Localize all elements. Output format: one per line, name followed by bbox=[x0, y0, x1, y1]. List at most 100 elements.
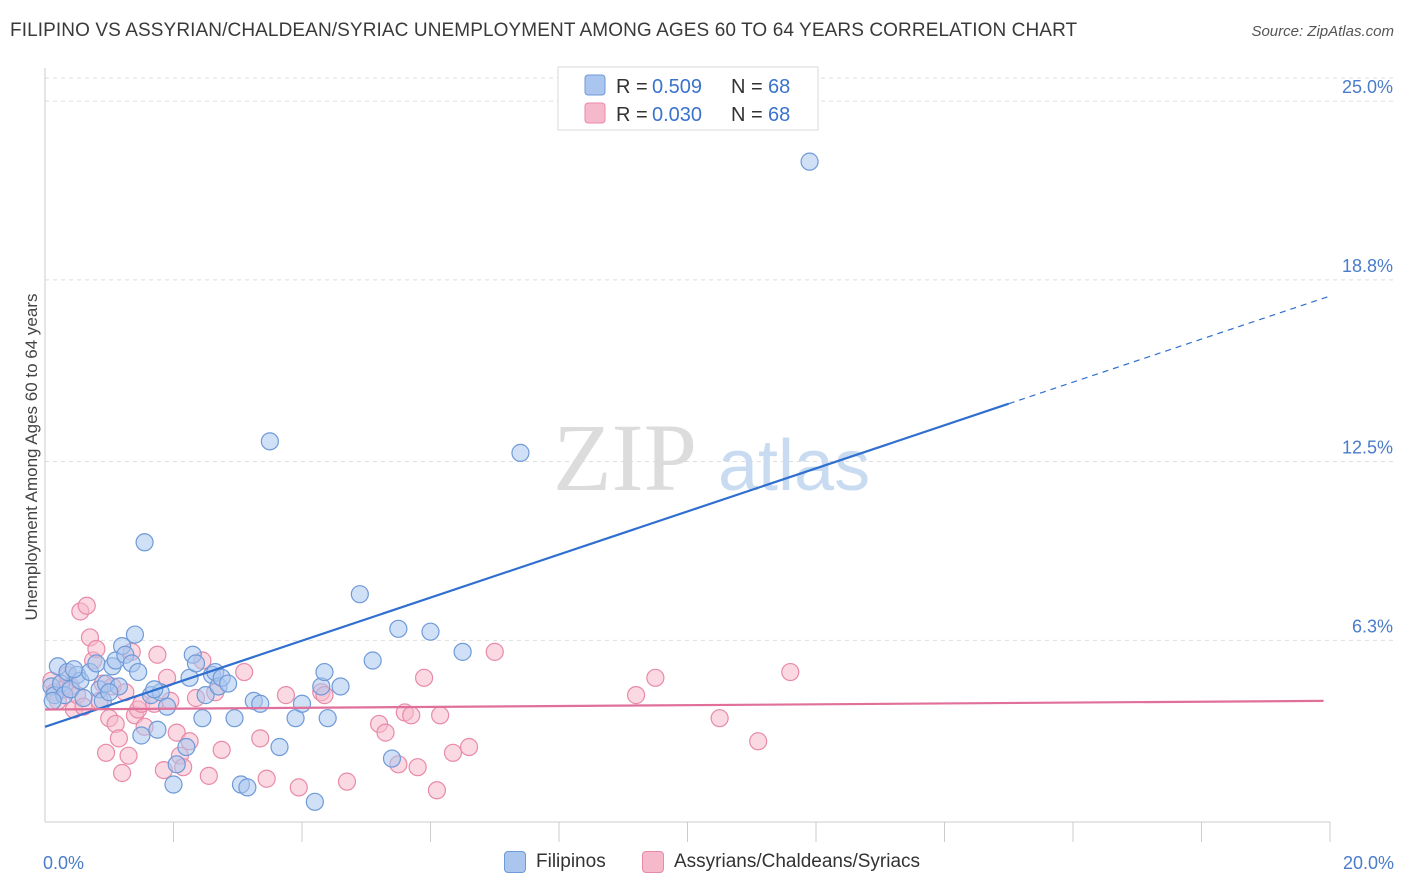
assyrians-point bbox=[199, 766, 218, 785]
assyrians-point bbox=[257, 769, 276, 788]
bottom-swatch-assyrians bbox=[642, 851, 664, 873]
assyrians-trend-line-solid bbox=[44, 699, 1324, 711]
assyrians-point bbox=[119, 746, 138, 765]
source-label: Source: ZipAtlas.com bbox=[1251, 23, 1394, 40]
assyrians-point bbox=[749, 732, 768, 751]
assyrians-point bbox=[710, 709, 729, 728]
filipinos-point bbox=[148, 720, 167, 739]
filipinos-point bbox=[186, 654, 206, 673]
filipinos-point bbox=[225, 709, 244, 728]
assyrians-point bbox=[337, 772, 357, 791]
legend-n-value-2: 68 bbox=[768, 104, 790, 126]
watermark: ZIP atlas bbox=[553, 404, 870, 511]
assyrians-point bbox=[626, 686, 646, 705]
filipinos-point bbox=[331, 677, 350, 696]
assyrians-point bbox=[431, 706, 450, 725]
assyrians-point bbox=[402, 706, 421, 725]
filipinos-point bbox=[270, 737, 289, 757]
filipinos-point bbox=[800, 152, 819, 171]
filipinos-trend-line-solid bbox=[44, 402, 1010, 728]
filipinos-point bbox=[350, 585, 369, 604]
filipinos-point bbox=[43, 691, 62, 710]
axes bbox=[44, 68, 1331, 842]
filipinos-point bbox=[164, 775, 183, 794]
assyrians-point bbox=[251, 729, 270, 748]
filipinos-point bbox=[219, 674, 238, 693]
filipinos-point bbox=[167, 755, 186, 774]
filipinos-point bbox=[511, 443, 530, 462]
assyrians-point bbox=[112, 763, 132, 783]
filipinos-point bbox=[135, 533, 154, 552]
filipinos-point bbox=[382, 749, 402, 768]
assyrians-point bbox=[646, 668, 665, 687]
series-filipinos-points bbox=[42, 152, 819, 811]
filipinos-point bbox=[363, 651, 382, 670]
assyrians-point bbox=[167, 723, 186, 742]
trend-lines bbox=[44, 295, 1331, 728]
assyrians-point bbox=[408, 758, 427, 777]
legend-r-value-2: 0.030 bbox=[652, 104, 702, 126]
filipinos-point bbox=[453, 642, 472, 661]
filipinos-point bbox=[132, 726, 151, 745]
y-tick-label: 12.5% bbox=[1342, 438, 1393, 458]
legend-n-label-1: N = bbox=[731, 76, 763, 98]
legend-r-label-2: R = bbox=[616, 104, 648, 126]
assyrians-point bbox=[289, 778, 308, 797]
bottom-legend-filipinos: Filipinos bbox=[504, 851, 606, 873]
filipinos-trend-line-dashed bbox=[1008, 295, 1331, 405]
filipinos-point bbox=[87, 654, 106, 673]
legend-swatch-assyrians bbox=[584, 102, 606, 124]
assyrians-point bbox=[427, 781, 447, 800]
assyrians-point bbox=[376, 723, 395, 742]
y-axis-label: Unemployment Among Ages 60 to 64 years bbox=[22, 294, 41, 621]
filipinos-point bbox=[193, 709, 212, 728]
filipinos-point bbox=[196, 686, 215, 705]
legend-n-label-2: N = bbox=[731, 104, 763, 126]
filipinos-point bbox=[305, 792, 324, 811]
filipinos-point bbox=[129, 662, 148, 682]
assyrians-point bbox=[77, 596, 96, 615]
assyrians-point bbox=[148, 645, 167, 664]
y-tick-label: 6.3% bbox=[1352, 616, 1393, 636]
legend-r-label-1: R = bbox=[616, 76, 648, 98]
bottom-legend-assyrians: Assyrians/Chaldeans/Syriacs bbox=[642, 851, 920, 873]
bottom-swatch-filipinos bbox=[504, 851, 526, 873]
legend-r-value-1: 0.509 bbox=[652, 76, 702, 98]
y-tick-label: 18.8% bbox=[1342, 256, 1393, 276]
filipinos-point bbox=[251, 694, 270, 713]
chart-title: FILIPINO VS ASSYRIAN/CHALDEAN/SYRIAC UNE… bbox=[10, 20, 1078, 41]
assyrians-point bbox=[443, 743, 463, 762]
tick-labels: 6.3% 12.5% 18.8% 25.0% 0.0% 20.0% bbox=[43, 77, 1394, 873]
assyrians-point bbox=[414, 668, 434, 687]
filipinos-point bbox=[64, 660, 84, 679]
legend-n-value-1: 68 bbox=[768, 76, 790, 98]
assyrians-point bbox=[109, 729, 128, 748]
filipinos-point bbox=[125, 625, 145, 644]
assyrians-point bbox=[235, 662, 254, 682]
legend: R = 0.509 N = 68 R = 0.030 N = 68 bbox=[557, 66, 819, 131]
assyrians-point bbox=[96, 743, 116, 762]
y-tick-label: 25.0% bbox=[1342, 77, 1393, 97]
assyrians-point bbox=[276, 686, 296, 705]
assyrians-point bbox=[459, 737, 479, 757]
filipinos-point bbox=[260, 432, 279, 451]
filipinos-point bbox=[389, 619, 408, 638]
filipinos-point bbox=[318, 709, 337, 728]
watermark-zip: ZIP bbox=[553, 404, 697, 511]
x-tick-label: 0.0% bbox=[43, 853, 84, 873]
filipinos-point bbox=[315, 662, 334, 682]
filipinos-point bbox=[177, 737, 196, 757]
filipinos-point bbox=[292, 694, 312, 713]
assyrians-point bbox=[485, 642, 504, 661]
legend-swatch-filipinos bbox=[584, 74, 606, 96]
bottom-legend-label-assyrians: Assyrians/Chaldeans/Syriacs bbox=[674, 851, 921, 872]
grid-lines bbox=[45, 77, 1395, 641]
filipinos-point bbox=[238, 778, 257, 797]
x-tick-label: 20.0% bbox=[1343, 853, 1394, 873]
assyrians-point bbox=[212, 740, 231, 760]
bottom-legend-label-filipinos: Filipinos bbox=[536, 851, 606, 872]
filipinos-point bbox=[100, 683, 119, 702]
filipinos-point bbox=[421, 622, 440, 641]
filipinos-point bbox=[157, 697, 177, 716]
